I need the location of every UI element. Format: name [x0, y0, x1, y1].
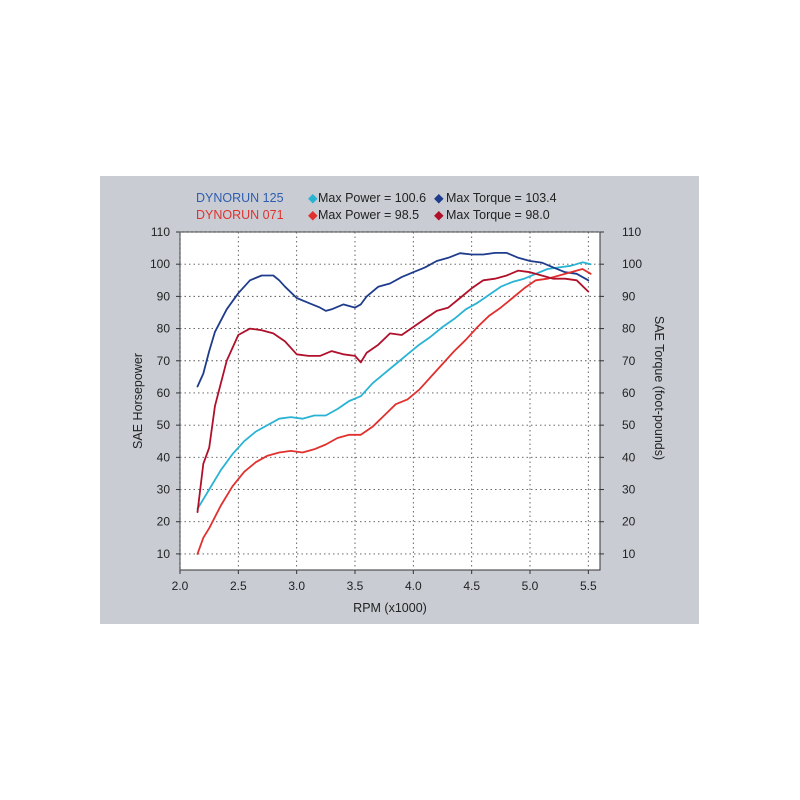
y-tick-label-left: 40: [157, 450, 171, 464]
y-axis-title-left: SAE Horsepower: [131, 353, 145, 449]
y-tick-label-left: 70: [157, 354, 171, 368]
x-tick-label: 2.0: [172, 579, 189, 593]
y-tick-label-left: 110: [151, 225, 170, 239]
y-tick-label-right: 90: [622, 289, 636, 303]
x-tick-label: 3.0: [288, 579, 305, 593]
x-tick-label: 4.5: [463, 579, 480, 593]
legend: DYNORUN 125 ◆ Max Power = 100.6 ◆ Max To…: [196, 191, 557, 222]
y-ticks-left: 10 20 30 40 50 60 70 80 90 100 110: [150, 225, 180, 561]
series-line-4: [196, 269, 590, 514]
y-tick-label-right: 60: [622, 386, 636, 400]
series-lines: [196, 252, 592, 555]
legend-run-2-torque: Max Torque = 98.0: [446, 208, 550, 222]
x-ticks: 2.0 2.5 3.0 3.5 4.0 4.5 5.0 5.5: [172, 570, 597, 593]
y-tick-label-right: 10: [622, 547, 636, 561]
x-tick-label: 5.0: [522, 579, 539, 593]
plot-area: [179, 231, 601, 571]
legend-run-2-power: Max Power = 98.5: [318, 208, 419, 222]
x-tick-label: 2.5: [230, 579, 247, 593]
legend-run-1-torque: Max Torque = 103.4: [446, 191, 557, 205]
y-tick-label-right: 20: [622, 515, 636, 529]
y-tick-label-left: 100: [150, 257, 170, 271]
y-tick-label-left: 20: [157, 515, 171, 529]
legend-run-2-power-marker: ◆: [308, 208, 318, 222]
x-tick-label: 5.5: [580, 579, 597, 593]
y-ticks-right: 10 20 30 40 50 60 70 80 90 100 110: [600, 225, 642, 561]
legend-run-1-power: Max Power = 100.6: [318, 191, 426, 205]
legend-run-1-power-marker: ◆: [308, 191, 318, 205]
y-tick-label-left: 30: [157, 483, 171, 497]
dyno-chart: DYNORUN 125 ◆ Max Power = 100.6 ◆ Max To…: [131, 191, 666, 615]
y-tick-label-left: 60: [157, 386, 171, 400]
y-tick-label-right: 40: [622, 450, 636, 464]
series-line-2: [196, 252, 590, 388]
y-tick-label-left: 10: [157, 547, 171, 561]
y-tick-label-right: 70: [622, 354, 636, 368]
y-tick-label-right: 50: [622, 418, 636, 432]
y-tick-label-right: 100: [622, 257, 642, 271]
x-axis-title: RPM (x1000): [353, 601, 427, 615]
y-tick-label-left: 90: [157, 289, 171, 303]
x-tick-label: 4.0: [405, 579, 422, 593]
y-axis-title-right: SAE Torque (foot-pounds): [652, 316, 666, 460]
y-tick-label-left: 50: [157, 418, 171, 432]
series-line-1: [196, 261, 592, 510]
legend-run-1: DYNORUN 125: [196, 191, 284, 205]
x-tick-label: 3.5: [347, 579, 364, 593]
chart-panel: DYNORUN 125 ◆ Max Power = 100.6 ◆ Max To…: [100, 176, 699, 624]
legend-run-2: DYNORUN 071: [196, 208, 284, 222]
y-tick-label-right: 110: [622, 225, 641, 239]
y-tick-label-right: 80: [622, 322, 636, 336]
legend-run-2-torque-marker: ◆: [434, 208, 444, 222]
y-tick-label-right: 30: [622, 483, 636, 497]
series-line-3: [196, 268, 592, 555]
legend-run-1-torque-marker: ◆: [434, 191, 444, 205]
y-tick-label-left: 80: [157, 322, 171, 336]
